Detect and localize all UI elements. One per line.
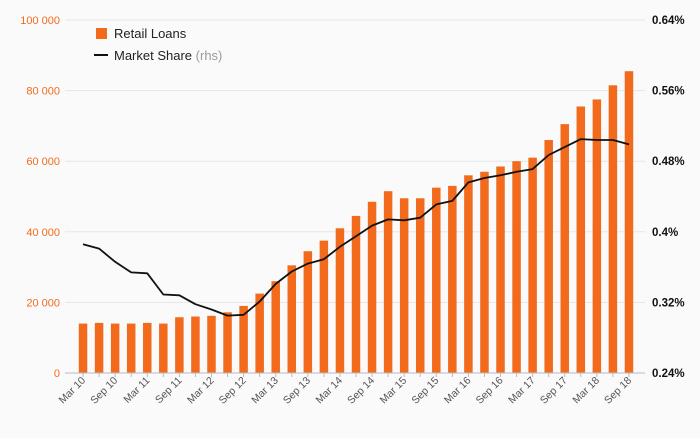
x-axis-tick-label: Mar 18 bbox=[570, 375, 602, 407]
right-axis-tick-label: 0.24% bbox=[652, 368, 685, 380]
x-axis-tick-label: Sep 11 bbox=[153, 375, 185, 407]
x-axis-tick-label: Sep 10 bbox=[88, 375, 120, 407]
x-axis-tick-label: Mar 11 bbox=[121, 375, 152, 406]
retail-loans-bar bbox=[126, 323, 136, 373]
x-axis-tick-label: Mar 14 bbox=[313, 375, 345, 407]
x-axis-tick-label: Sep 12 bbox=[217, 375, 249, 407]
market-share-line-group bbox=[82, 138, 630, 317]
x-axis-tick-label: Mar 15 bbox=[378, 375, 410, 407]
x-axis-tick-label: Sep 16 bbox=[474, 375, 506, 407]
x-axis-tick-label: Mar 12 bbox=[185, 375, 217, 407]
retail-loans-bar bbox=[191, 316, 200, 373]
right-axis-tick-label: 0.48% bbox=[652, 156, 685, 168]
x-axis-tick-label: Mar 16 bbox=[442, 375, 474, 407]
right-axis-tick-label: 0.64% bbox=[652, 15, 685, 27]
retail-loans-bar bbox=[175, 317, 184, 373]
retail-loans-bar bbox=[383, 191, 393, 373]
retail-loans-bar bbox=[94, 322, 104, 373]
left-axis-tick-label: 20 000 bbox=[26, 297, 60, 309]
x-axis-tick-label: Sep 13 bbox=[281, 375, 313, 407]
retail-loans-bar bbox=[464, 175, 473, 373]
right-axis-tick-label: 0.32% bbox=[652, 297, 685, 309]
x-axis-tick-label: Mar 10 bbox=[57, 375, 89, 407]
retail-loans-bar bbox=[448, 185, 457, 373]
retail-loans-bar bbox=[271, 281, 280, 373]
legend-label-retail-loans: Retail Loans bbox=[114, 26, 187, 41]
legend: Retail Loans Market Share (rhs) bbox=[94, 26, 222, 63]
left-axis-tick-label: 80 000 bbox=[26, 86, 60, 98]
left-axis-tick-label: 100 000 bbox=[20, 15, 60, 27]
x-axis-tick-label: Sep 14 bbox=[345, 375, 377, 407]
legend-swatch-retail-loans bbox=[96, 28, 107, 39]
retail-loans-bar bbox=[335, 228, 345, 373]
retail-loans-bar bbox=[592, 99, 602, 374]
retail-loans-bar bbox=[624, 71, 634, 373]
x-axis-tick-label: Sep 15 bbox=[409, 375, 441, 407]
retail-loans-bar bbox=[367, 201, 377, 373]
retail-loans-bar bbox=[207, 315, 216, 373]
retail-loans-bar bbox=[143, 322, 152, 373]
right-axis-tick-label: 0.4% bbox=[652, 227, 678, 239]
retail-loans-bar bbox=[255, 293, 264, 373]
left-axis-tick-label: 0 bbox=[54, 368, 60, 380]
retail-loans-bar bbox=[560, 124, 569, 373]
legend-label-market-share-suffix: (rhs) bbox=[192, 48, 222, 63]
retail-loans-bar bbox=[239, 305, 248, 373]
x-axis-tick-label: Sep 18 bbox=[602, 375, 634, 407]
retail-loans-bars bbox=[78, 71, 634, 374]
retail-loans-bar bbox=[110, 323, 120, 373]
retail-loans-bar bbox=[608, 85, 618, 374]
retail-loans-bar bbox=[528, 157, 537, 373]
retail-loans-bar bbox=[351, 215, 361, 373]
retail-loans-bar bbox=[576, 106, 586, 374]
retail-loans-bar bbox=[415, 198, 425, 373]
legend-label-market-share-name: Market Share bbox=[114, 48, 192, 63]
retail-loans-bar bbox=[223, 312, 232, 373]
retail-loans-bar bbox=[287, 265, 297, 373]
retail-loans-bar bbox=[159, 323, 168, 373]
retail-loans-bar bbox=[78, 323, 88, 373]
retail-loans-bar bbox=[303, 251, 313, 373]
market-share-line bbox=[82, 138, 630, 317]
legend-label-market-share: Market Share (rhs) bbox=[114, 48, 222, 63]
retail-loans-bar bbox=[432, 187, 441, 373]
retail-loans-bar bbox=[496, 166, 505, 373]
x-axis-tick-label: Mar 17 bbox=[506, 375, 538, 407]
right-axis-tick-label: 0.56% bbox=[652, 86, 685, 98]
left-axis-tick-label: 40 000 bbox=[26, 227, 60, 239]
left-axis-tick-label: 60 000 bbox=[26, 156, 60, 168]
retail-loans-bar bbox=[480, 171, 489, 373]
retail-loans-bar bbox=[512, 161, 521, 373]
retail-loans-bar bbox=[399, 198, 409, 373]
retail-loans-bar bbox=[544, 140, 553, 373]
x-axis-tick-label: Sep 17 bbox=[538, 375, 570, 407]
x-axis-tick-label: Mar 13 bbox=[249, 375, 281, 407]
retail-loans-bar bbox=[319, 240, 329, 373]
